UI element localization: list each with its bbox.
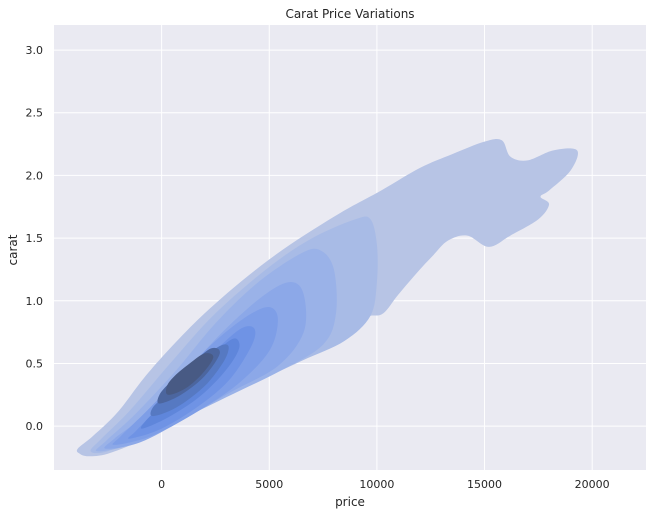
y-tick-label: 2.0 [26, 169, 44, 182]
x-axis-label: price [335, 495, 365, 509]
y-tick-label: 0.0 [26, 420, 44, 433]
y-tick-label: 0.5 [26, 357, 44, 370]
chart-title: Carat Price Variations [285, 7, 414, 21]
x-tick-label: 20000 [575, 478, 610, 491]
y-tick-label: 1.0 [26, 295, 44, 308]
density-level-10 [165, 353, 214, 395]
y-axis-label: carat [6, 234, 20, 265]
x-tick-label: 5000 [255, 478, 283, 491]
x-tick-labels: 0 5000 10000 15000 20000 [158, 478, 610, 491]
y-tick-label: 1.5 [26, 232, 44, 245]
y-tick-label: 3.0 [26, 44, 44, 57]
x-tick-label: 15000 [467, 478, 502, 491]
y-tick-labels: 0.0 0.5 1.0 1.5 2.0 2.5 3.0 [26, 44, 44, 433]
x-tick-label: 0 [158, 478, 165, 491]
y-tick-label: 2.5 [26, 107, 44, 120]
density-contours [76, 139, 578, 457]
x-tick-label: 10000 [359, 478, 394, 491]
